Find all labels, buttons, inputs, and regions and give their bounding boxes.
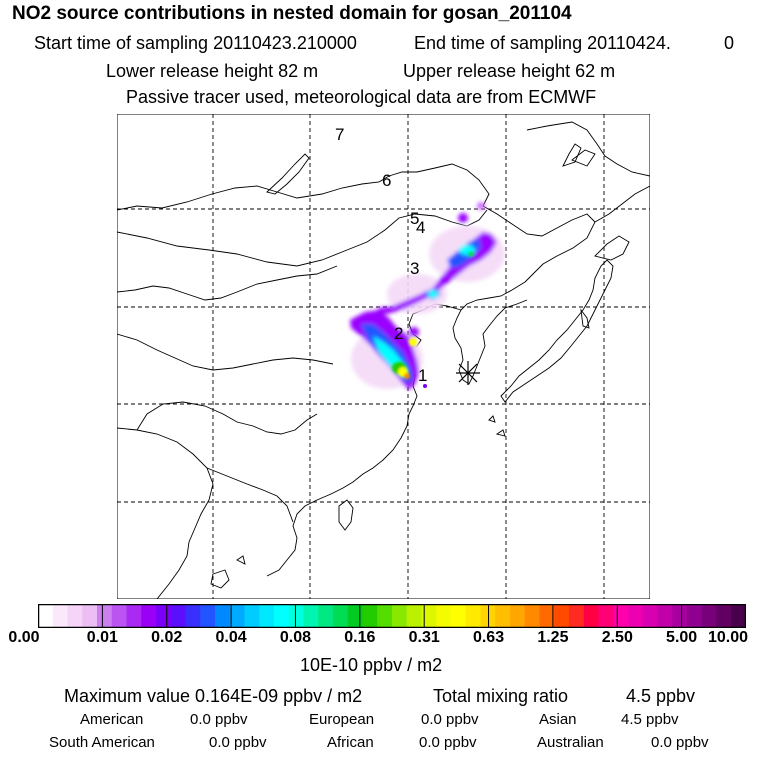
colorbar-segment — [111, 604, 127, 628]
colorbar-segment — [569, 604, 585, 628]
colorbar-segment — [333, 604, 349, 628]
colorbar-segment — [215, 604, 231, 628]
colorbar-tick-label: 0.00 — [8, 629, 40, 646]
colorbar-segment — [465, 604, 481, 628]
colorbar-segment — [392, 604, 408, 628]
colorbar-frame — [38, 604, 746, 628]
region-value-european: 0.0 ppbv — [421, 711, 479, 728]
trajectory-label-7: 7 — [335, 125, 344, 144]
colorbar-segment — [628, 604, 644, 628]
colorbar-segment — [421, 604, 437, 628]
trajectory-label-5: 5 — [410, 209, 419, 228]
colorbar — [38, 604, 746, 628]
total-mixing-value: 4.5 ppbv — [626, 686, 696, 706]
region-name-south-american: South American — [49, 734, 155, 751]
colorbar-tick-label: 10.00 — [707, 629, 749, 646]
colorbar-segment — [156, 604, 172, 628]
colorbar-segment — [347, 604, 363, 628]
colorbar-segment — [82, 604, 98, 628]
colorbar-segment — [170, 604, 186, 628]
colorbar-tick-label: 0.31 — [408, 629, 440, 646]
colorbar-tick-label: 0.63 — [472, 629, 505, 646]
region-name-european: European — [309, 711, 375, 728]
colorbar-tick-label: 1.25 — [537, 629, 569, 646]
region-value-african: 0.0 ppbv — [419, 734, 477, 751]
colorbar-segment — [259, 604, 275, 628]
end-time-suffix: 0 — [724, 33, 735, 53]
upper-release-height: Upper release height 62 m — [403, 61, 616, 81]
contribution-map: 1 2 3 4 5 6 7 — [117, 114, 650, 599]
colorbar-segment — [510, 604, 526, 628]
no2-plume — [350, 202, 505, 390]
colorbar-segment — [141, 604, 157, 628]
start-time-label: Start time of sampling 20110423.210000 — [34, 33, 357, 53]
colorbar-segment — [657, 604, 673, 628]
region-value-south-american: 0.0 ppbv — [209, 734, 267, 751]
tracer-note: Passive tracer used, meteorological data… — [126, 87, 597, 107]
colorbar-segment — [451, 604, 467, 628]
region-name-american: American — [80, 711, 144, 728]
lower-release-height: Lower release height 82 m — [106, 61, 319, 81]
colorbar-segment — [377, 604, 393, 628]
trajectory-label-3: 3 — [410, 259, 419, 278]
colorbar-segment — [303, 604, 319, 628]
colorbar-segment — [52, 604, 68, 628]
colorbar-segment — [642, 604, 658, 628]
colorbar-segment — [613, 604, 629, 628]
trajectory-labels: 1 2 3 4 5 6 7 — [335, 125, 427, 385]
colorbar-segment — [539, 604, 555, 628]
colorbar-tick-label: 0.16 — [344, 629, 376, 646]
colorbar-segment — [701, 604, 717, 628]
total-mixing-label: Total mixing ratio — [433, 686, 569, 706]
region-name-australian: Australian — [537, 734, 604, 751]
colorbar-segment — [583, 604, 599, 628]
colorbar-unit: 10E-10 ppbv / m2 — [300, 655, 443, 675]
colorbar-segment — [687, 604, 703, 628]
colorbar-segment — [406, 604, 422, 628]
colorbar-segment — [185, 604, 201, 628]
colorbar-segment — [495, 604, 511, 628]
trajectory-label-2: 2 — [394, 324, 403, 343]
colorbar-segment — [524, 604, 540, 628]
colorbar-tick-label: 2.50 — [601, 629, 633, 646]
colorbar-tick-label: 0.04 — [215, 629, 247, 646]
colorbar-segment — [554, 604, 570, 628]
region-name-asian: Asian — [539, 711, 577, 728]
colorbar-segment — [126, 604, 142, 628]
colorbar-tick-label: 0.01 — [86, 629, 118, 646]
trajectory-label-6: 6 — [382, 171, 391, 190]
colorbar-segment — [274, 604, 290, 628]
colorbar-segment — [672, 604, 688, 628]
colorbar-segment — [436, 604, 452, 628]
colorbar-segment — [362, 604, 378, 628]
colorbar-segment — [716, 604, 732, 628]
asterisk-icon — [456, 361, 480, 385]
colorbar-segment — [731, 604, 746, 628]
colorbar-tick-label: 5.00 — [666, 629, 698, 646]
region-value-australian: 0.0 ppbv — [651, 734, 709, 751]
colorbar-segment — [318, 604, 334, 628]
end-time-label: End time of sampling 20110424. — [414, 33, 671, 53]
colorbar-segment — [200, 604, 216, 628]
map-title: NO2 source contributions in nested domai… — [12, 3, 572, 24]
region-value-american: 0.0 ppbv — [190, 711, 248, 728]
trajectory-label-4: 4 — [416, 218, 425, 237]
colorbar-segment — [288, 604, 304, 628]
region-name-african: African — [327, 734, 374, 751]
colorbar-segment — [38, 604, 54, 628]
trajectory-label-1: 1 — [418, 366, 427, 385]
region-value-asian: 4.5 ppbv — [621, 711, 679, 728]
colorbar-segment — [97, 604, 113, 628]
colorbar-tick-label: 0.08 — [279, 629, 312, 646]
colorbar-segment — [244, 604, 260, 628]
max-value-label: Maximum value 0.164E-09 ppbv / m2 — [64, 686, 363, 706]
colorbar-segment — [598, 604, 614, 628]
graticule — [117, 114, 650, 599]
colorbar-tick-label: 0.02 — [151, 629, 183, 646]
colorbar-segment — [229, 604, 245, 628]
colorbar-segment — [67, 604, 83, 628]
